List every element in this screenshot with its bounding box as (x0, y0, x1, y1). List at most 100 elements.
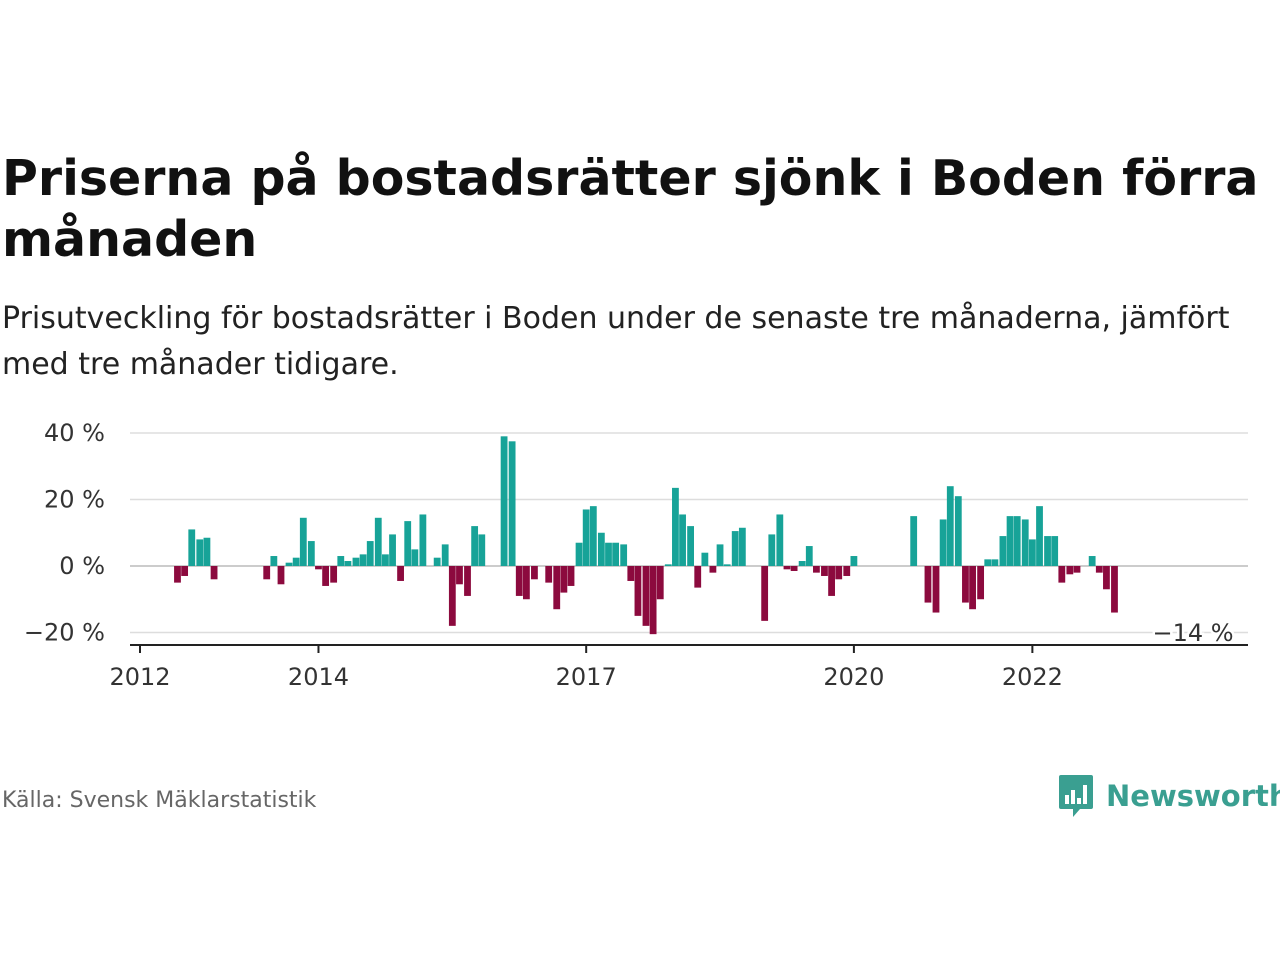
bar (649, 566, 657, 635)
bar (605, 542, 612, 566)
bar (1095, 566, 1103, 573)
bar (798, 561, 806, 566)
bar (701, 552, 709, 566)
bar (954, 496, 962, 566)
bar (597, 532, 605, 566)
y-tick-label: 40 % (44, 419, 105, 447)
annotation: −14 % (1150, 617, 1236, 650)
bar (575, 542, 583, 566)
bar (359, 554, 367, 566)
bar (299, 517, 307, 566)
bar (932, 566, 940, 613)
bar (456, 566, 463, 585)
bar (805, 546, 813, 566)
bar (1066, 566, 1074, 575)
bar (1111, 566, 1118, 613)
newsworthy-chart-bubble-icon (1059, 775, 1093, 817)
bar (419, 514, 427, 566)
bar (828, 566, 835, 596)
bar (946, 486, 954, 566)
bar (962, 566, 969, 603)
bar (263, 566, 271, 580)
bar (553, 566, 561, 610)
bar (181, 566, 189, 576)
bar (843, 566, 851, 576)
bar (939, 519, 947, 566)
chart-subtitle: Prisutveckling för bostadsrätter i Boden… (2, 301, 1230, 382)
x-tick-label: 2014 (288, 663, 349, 691)
bar (441, 544, 449, 566)
bar (448, 566, 456, 626)
bar (315, 566, 322, 570)
bar (761, 566, 769, 621)
bar (1088, 556, 1096, 566)
x-tick-label: 2012 (109, 663, 170, 691)
bar (768, 534, 776, 566)
bar (545, 566, 553, 583)
bar (382, 554, 389, 566)
bar (1028, 539, 1036, 566)
bar (731, 531, 739, 566)
bar (813, 566, 820, 573)
bar (738, 527, 746, 566)
bar-chart: 40 % 20 % 0 % −20 % 2012 2014 2017 2020 2022 −1… (24, 419, 1248, 691)
bar (627, 566, 635, 581)
bar (999, 536, 1007, 566)
bar (664, 564, 672, 566)
bar (969, 566, 976, 610)
y-axis-tick-labels: 40 % 20 % 0 % −20 % (24, 419, 105, 647)
chart-title: Priserna på bostadsrätter sjönk i Boden … (2, 150, 1259, 268)
bar (560, 566, 568, 593)
bar (174, 566, 181, 583)
bar (977, 566, 985, 600)
x-axis-ticks: 2012 2014 2017 2020 2022 (109, 645, 1063, 691)
bar (612, 542, 620, 566)
bar (531, 566, 538, 580)
bar (433, 557, 441, 566)
bar (910, 516, 918, 566)
bar (322, 566, 330, 586)
bar (924, 566, 932, 603)
newsworthy-logo[interactable]: Newsworthy (1058, 772, 1280, 820)
y-tick-label: 20 % (44, 486, 105, 514)
bar (723, 564, 731, 566)
bar (196, 539, 204, 566)
bar (522, 566, 530, 600)
brand-name: Newsworthy (1106, 779, 1280, 813)
bar (500, 436, 508, 566)
bar (210, 566, 218, 580)
bar (991, 559, 999, 566)
last-value-label: −14 % (1152, 619, 1233, 647)
x-tick-label: 2022 (1002, 663, 1063, 691)
bar (1103, 566, 1110, 590)
bar (307, 541, 315, 566)
bar (776, 514, 784, 566)
bar (790, 566, 798, 571)
bar (366, 541, 374, 566)
bar (277, 566, 285, 585)
bar (203, 537, 211, 566)
bar (389, 534, 396, 566)
bar (709, 566, 717, 573)
bar-series (174, 436, 1118, 635)
bar (1058, 566, 1066, 583)
x-tick-label: 2020 (823, 663, 884, 691)
bar (783, 566, 791, 570)
bar (589, 506, 597, 566)
bar (352, 557, 360, 566)
bar (508, 441, 516, 566)
bar (679, 514, 686, 566)
x-tick-label: 2017 (556, 663, 617, 691)
bar (1006, 516, 1014, 566)
bar (656, 566, 664, 600)
bar (835, 566, 843, 580)
bar (694, 566, 702, 588)
bar (1073, 566, 1081, 573)
bar (515, 566, 523, 596)
y-tick-label: 0 % (59, 552, 105, 580)
bar (1051, 536, 1059, 566)
bar (716, 544, 724, 566)
bar (1013, 516, 1021, 566)
bar (292, 557, 300, 566)
source-credit: Källa: Svensk Mäklarstatistik (2, 788, 317, 813)
